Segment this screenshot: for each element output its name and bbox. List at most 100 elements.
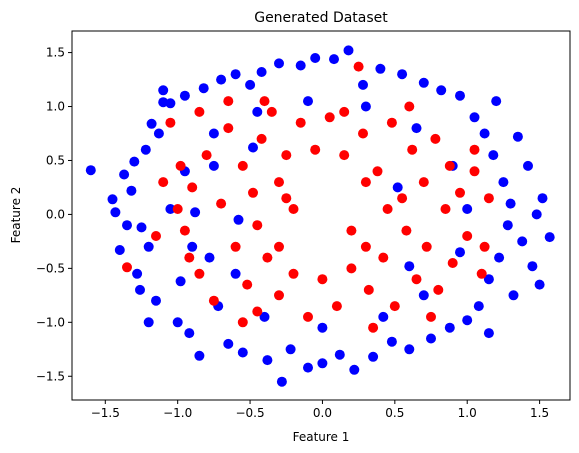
point-series-0-80 [418,290,429,301]
point-series-1-36 [401,225,412,236]
point-series-0-65 [508,290,519,301]
x-axis-label: Feature 1 [293,430,350,444]
point-series-0-28 [233,214,244,225]
y-tick-label-3: 0.0 [46,207,65,221]
point-series-0-14 [153,128,164,139]
point-series-0-46 [375,63,386,74]
point-series-1-45 [447,258,458,268]
point-series-0-0 [85,165,96,176]
point-series-1-49 [476,268,487,279]
point-series-1-60 [194,106,205,117]
point-series-0-53 [444,322,455,333]
point-series-1-69 [483,193,494,204]
point-series-0-22 [198,83,209,94]
point-series-1-16 [266,106,277,117]
point-series-1-32 [378,252,389,263]
point-series-1-41 [430,133,441,144]
point-series-1-18 [281,150,292,161]
point-series-0-8 [132,268,143,279]
point-series-0-52 [436,85,447,96]
point-series-0-17 [172,317,183,328]
y-tick-label-4: 0.5 [46,153,65,167]
point-series-1-30 [363,284,374,295]
point-series-0-84 [411,123,422,134]
point-series-1-57 [360,241,371,252]
point-series-0-71 [534,279,545,290]
y-tick-label-1: −1.0 [36,315,65,329]
point-series-0-29 [237,347,248,358]
point-series-1-68 [426,311,436,322]
point-series-0-98 [404,261,415,272]
point-series-0-30 [245,79,256,90]
point-series-1-72 [259,96,270,107]
point-series-1-0 [122,262,132,273]
point-series-0-35 [285,344,296,355]
point-series-0-93 [143,317,154,328]
point-series-1-64 [339,106,350,117]
x-tick-label-0: −1.5 [91,406,120,420]
point-series-0-55 [462,315,473,326]
point-series-1-74 [158,177,169,188]
x-tick-label-5: 1.0 [458,406,477,420]
point-series-0-78 [317,322,328,333]
point-series-1-54 [252,220,263,231]
point-series-0-51 [426,333,436,344]
y-tick-label-6: 1.5 [46,46,65,60]
point-series-1-33 [386,117,397,128]
point-series-0-34 [276,376,287,387]
point-series-0-5 [122,220,132,231]
point-series-1-26 [339,150,350,161]
point-series-0-31 [256,67,267,77]
point-series-1-70 [151,231,161,241]
x-axis-ticks: −1.5 −1.0 −0.5 0.0 0.5 1.0 1.5 [91,400,549,420]
point-series-1-53 [382,204,393,214]
point-series-0-70 [531,209,542,220]
point-series-0-6 [126,185,137,196]
point-series-0-39 [317,358,328,369]
point-series-0-19 [184,328,195,339]
point-series-1-37 [407,144,418,155]
point-series-1-27 [346,263,357,274]
point-series-1-56 [274,177,284,188]
point-series-1-4 [194,268,205,279]
point-series-1-29 [358,128,368,139]
point-series-0-37 [303,362,313,373]
y-tick-label-0: −1.5 [36,369,65,383]
point-series-0-82 [462,204,473,214]
point-series-0-99 [248,142,258,153]
point-series-1-31 [372,166,383,177]
point-series-0-1 [107,194,118,205]
point-series-1-65 [288,204,299,214]
point-series-1-11 [242,279,253,290]
point-series-1-34 [389,301,400,312]
point-series-1-2 [179,225,190,236]
point-series-0-41 [334,349,345,360]
point-series-0-97 [230,268,241,279]
point-series-0-58 [479,128,490,139]
y-tick-label-5: 1.0 [46,100,65,114]
point-series-1-47 [462,231,473,241]
point-series-1-1 [165,117,176,128]
point-series-0-21 [194,350,205,361]
point-series-0-27 [230,69,241,80]
point-series-1-9 [230,241,241,252]
point-series-1-6 [208,295,219,306]
point-series-1-19 [288,268,299,279]
point-series-0-49 [404,344,415,355]
y-tick-label-2: −0.5 [36,261,65,275]
point-series-1-20 [295,117,306,128]
point-series-1-61 [404,101,415,112]
point-series-0-87 [252,106,263,117]
point-series-0-77 [259,311,270,322]
point-series-0-18 [179,90,190,101]
point-series-0-16 [165,98,176,109]
point-series-0-75 [175,276,186,287]
point-series-0-11 [143,241,154,252]
point-series-1-8 [223,123,234,134]
point-series-0-88 [208,128,219,139]
point-series-0-24 [208,160,219,171]
point-series-0-2 [110,207,121,218]
point-series-1-7 [216,198,227,209]
point-series-1-21 [303,311,313,322]
